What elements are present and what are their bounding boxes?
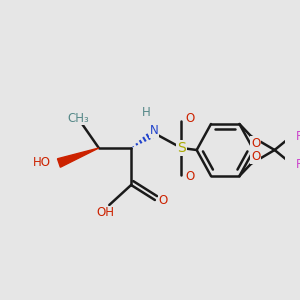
Text: O: O — [251, 136, 260, 149]
Text: O: O — [185, 170, 195, 184]
Text: OH: OH — [97, 206, 115, 220]
Text: N: N — [150, 124, 158, 137]
Text: HO: HO — [33, 157, 51, 169]
Text: O: O — [185, 112, 195, 125]
Text: CH₃: CH₃ — [67, 112, 89, 124]
Text: O: O — [251, 151, 260, 164]
Text: S: S — [177, 141, 186, 155]
Text: F: F — [296, 158, 300, 170]
Text: H: H — [142, 106, 151, 119]
Text: O: O — [159, 194, 168, 206]
Polygon shape — [58, 148, 99, 167]
Text: F: F — [296, 130, 300, 142]
